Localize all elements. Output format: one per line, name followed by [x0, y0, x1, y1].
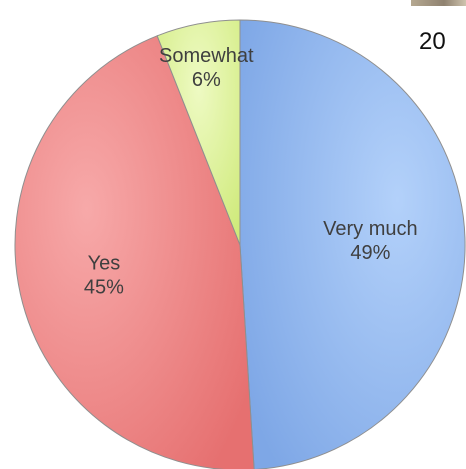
slice-percent: 6%: [192, 69, 221, 91]
slice-percent: 45%: [84, 276, 124, 298]
slice-name: Very much: [323, 218, 417, 240]
slice-name: Somewhat: [159, 45, 254, 67]
slice-label-yes: Yes 45%: [84, 252, 124, 298]
pie-slices: [14, 19, 466, 469]
corner-text: 20: [419, 28, 446, 55]
pie-slice-yes: [14, 35, 255, 469]
photo-corner: [411, 0, 466, 6]
pie-slice-very-much: [239, 19, 466, 469]
pie-labels: Very much 49% Yes 45% Somewhat 6%: [84, 45, 418, 298]
slice-label-somewhat: Somewhat 6%: [159, 45, 254, 91]
slice-percent: 49%: [350, 242, 390, 264]
slice-label-very-much: Very much 49%: [323, 218, 417, 264]
pie-slice-somewhat: [156, 19, 241, 246]
slice-name: Yes: [88, 252, 121, 274]
